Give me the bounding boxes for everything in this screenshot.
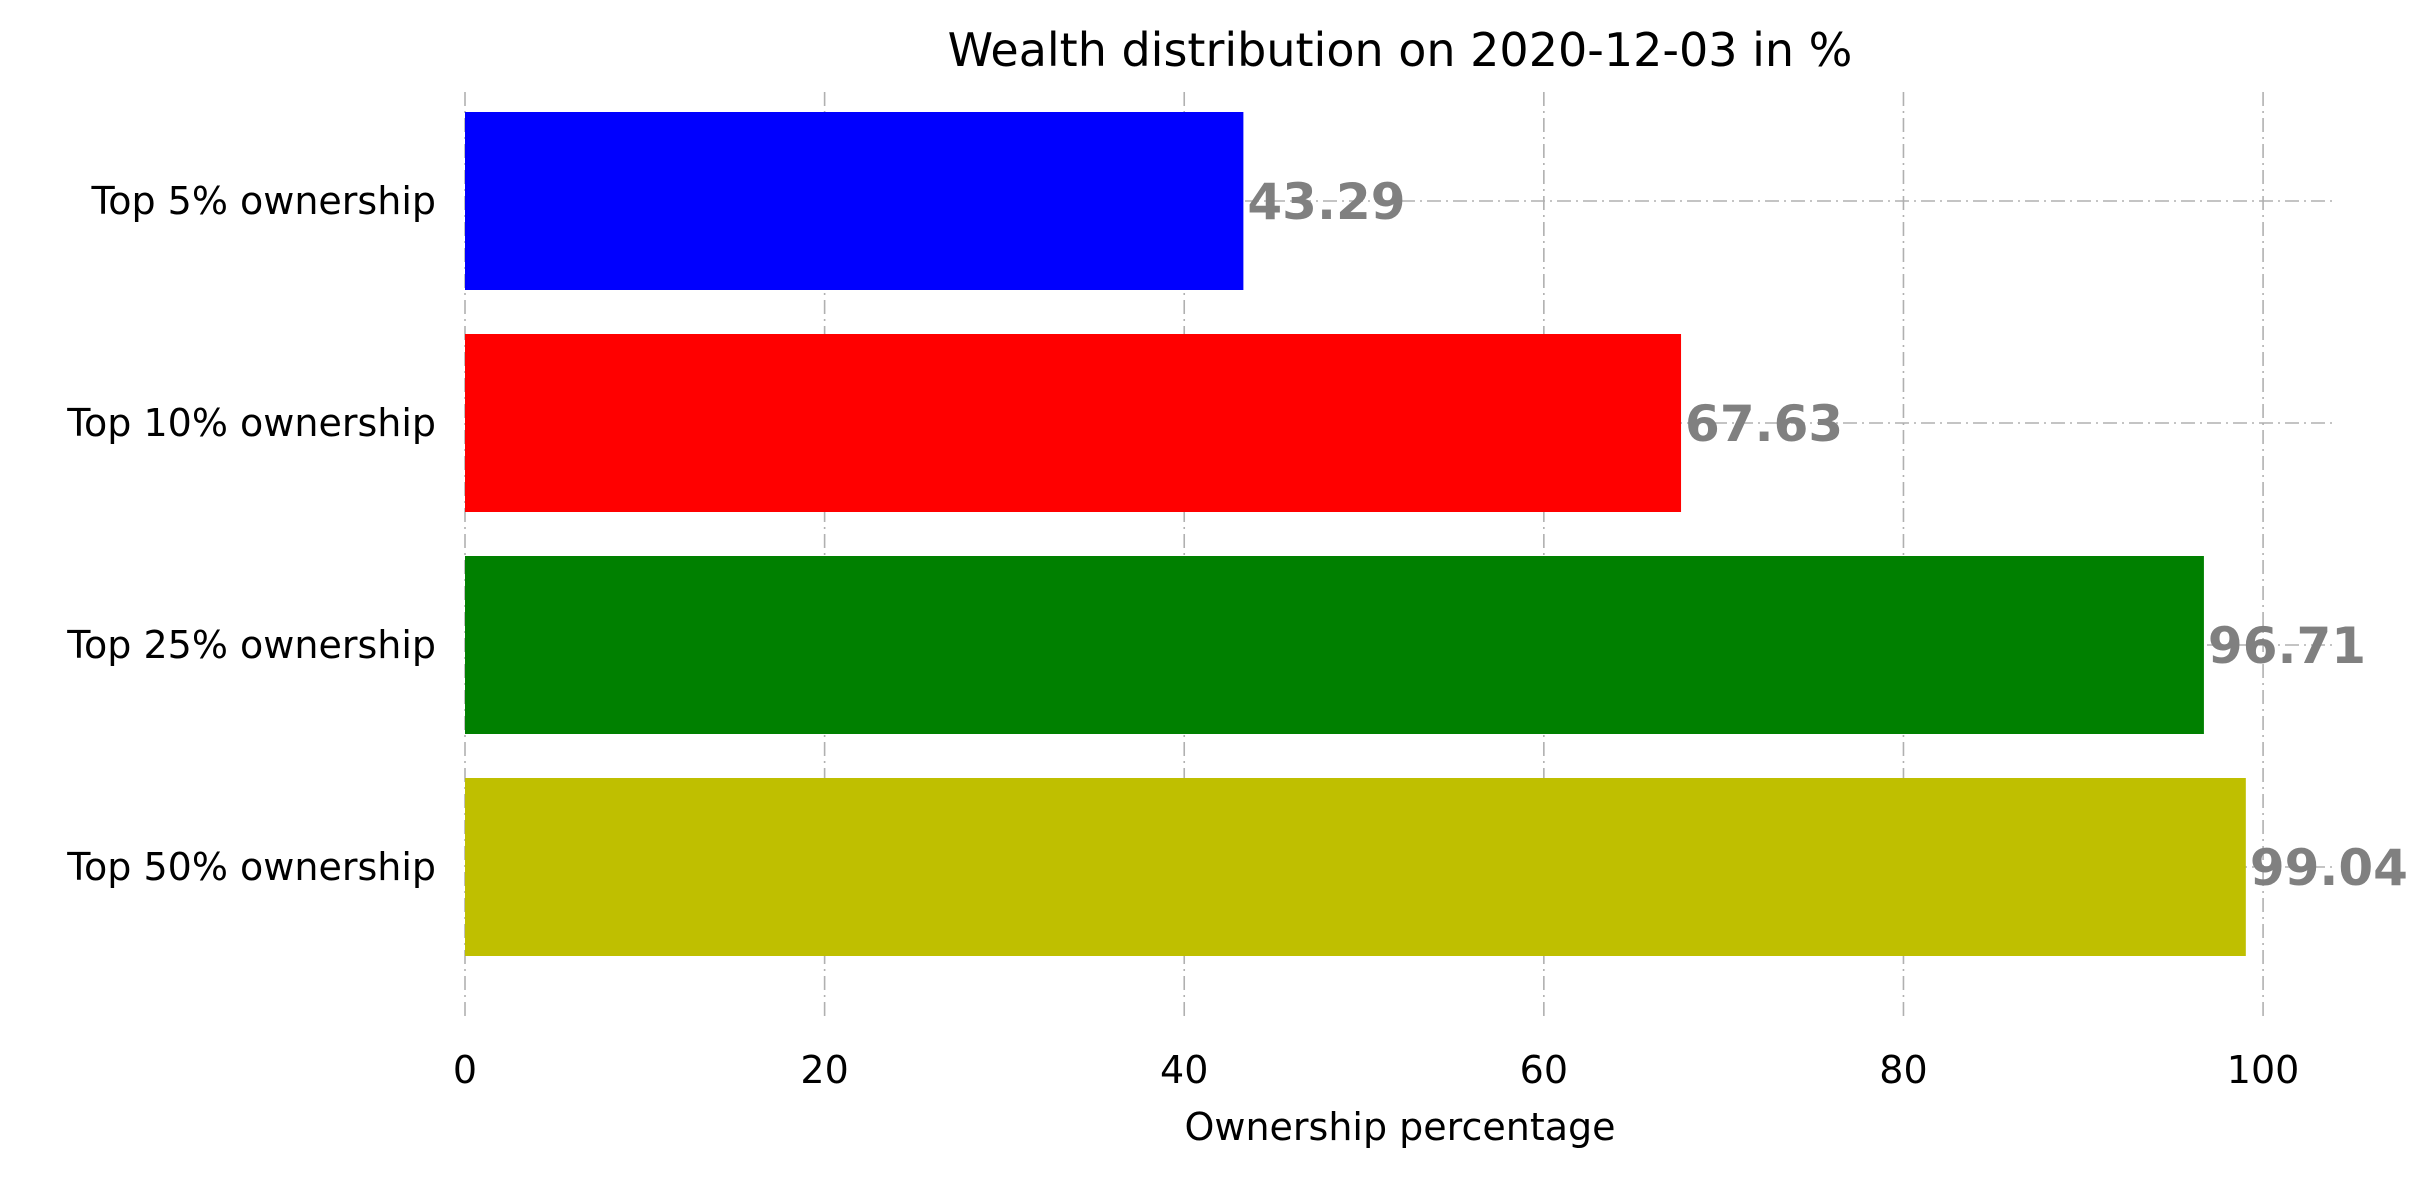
y-category-label: Top 25% ownership [66,623,436,667]
bars-layer [465,112,2246,956]
x-tick-label: 0 [453,1048,477,1092]
bar [465,556,2204,734]
y-category-label: Top 5% ownership [90,179,436,223]
x-axis-label: Ownership percentage [1184,1105,1615,1149]
bar-value-label: 43.29 [1247,173,1405,231]
labels-layer: 0 20 40 60 80 100 Top 5% ownership 43.29 Top 10%… [66,173,2408,1092]
x-tick-label: 20 [800,1048,848,1092]
x-tick-label: 60 [1520,1048,1568,1092]
x-tick-label: 40 [1160,1048,1208,1092]
bar-value-label: 99.04 [2250,839,2408,897]
x-tick-label: 100 [2227,1048,2300,1092]
x-tick-label: 80 [1879,1048,1927,1092]
y-category-label: Top 50% ownership [66,845,436,889]
chart-title: Wealth distribution on 2020-12-03 in % [948,23,1853,77]
bar-value-label: 67.63 [1685,395,1843,453]
bar [465,112,1244,290]
bar [465,334,1682,512]
bar [465,778,2246,956]
bar-value-label: 96.71 [2208,617,2366,675]
y-category-label: Top 10% ownership [66,401,436,445]
